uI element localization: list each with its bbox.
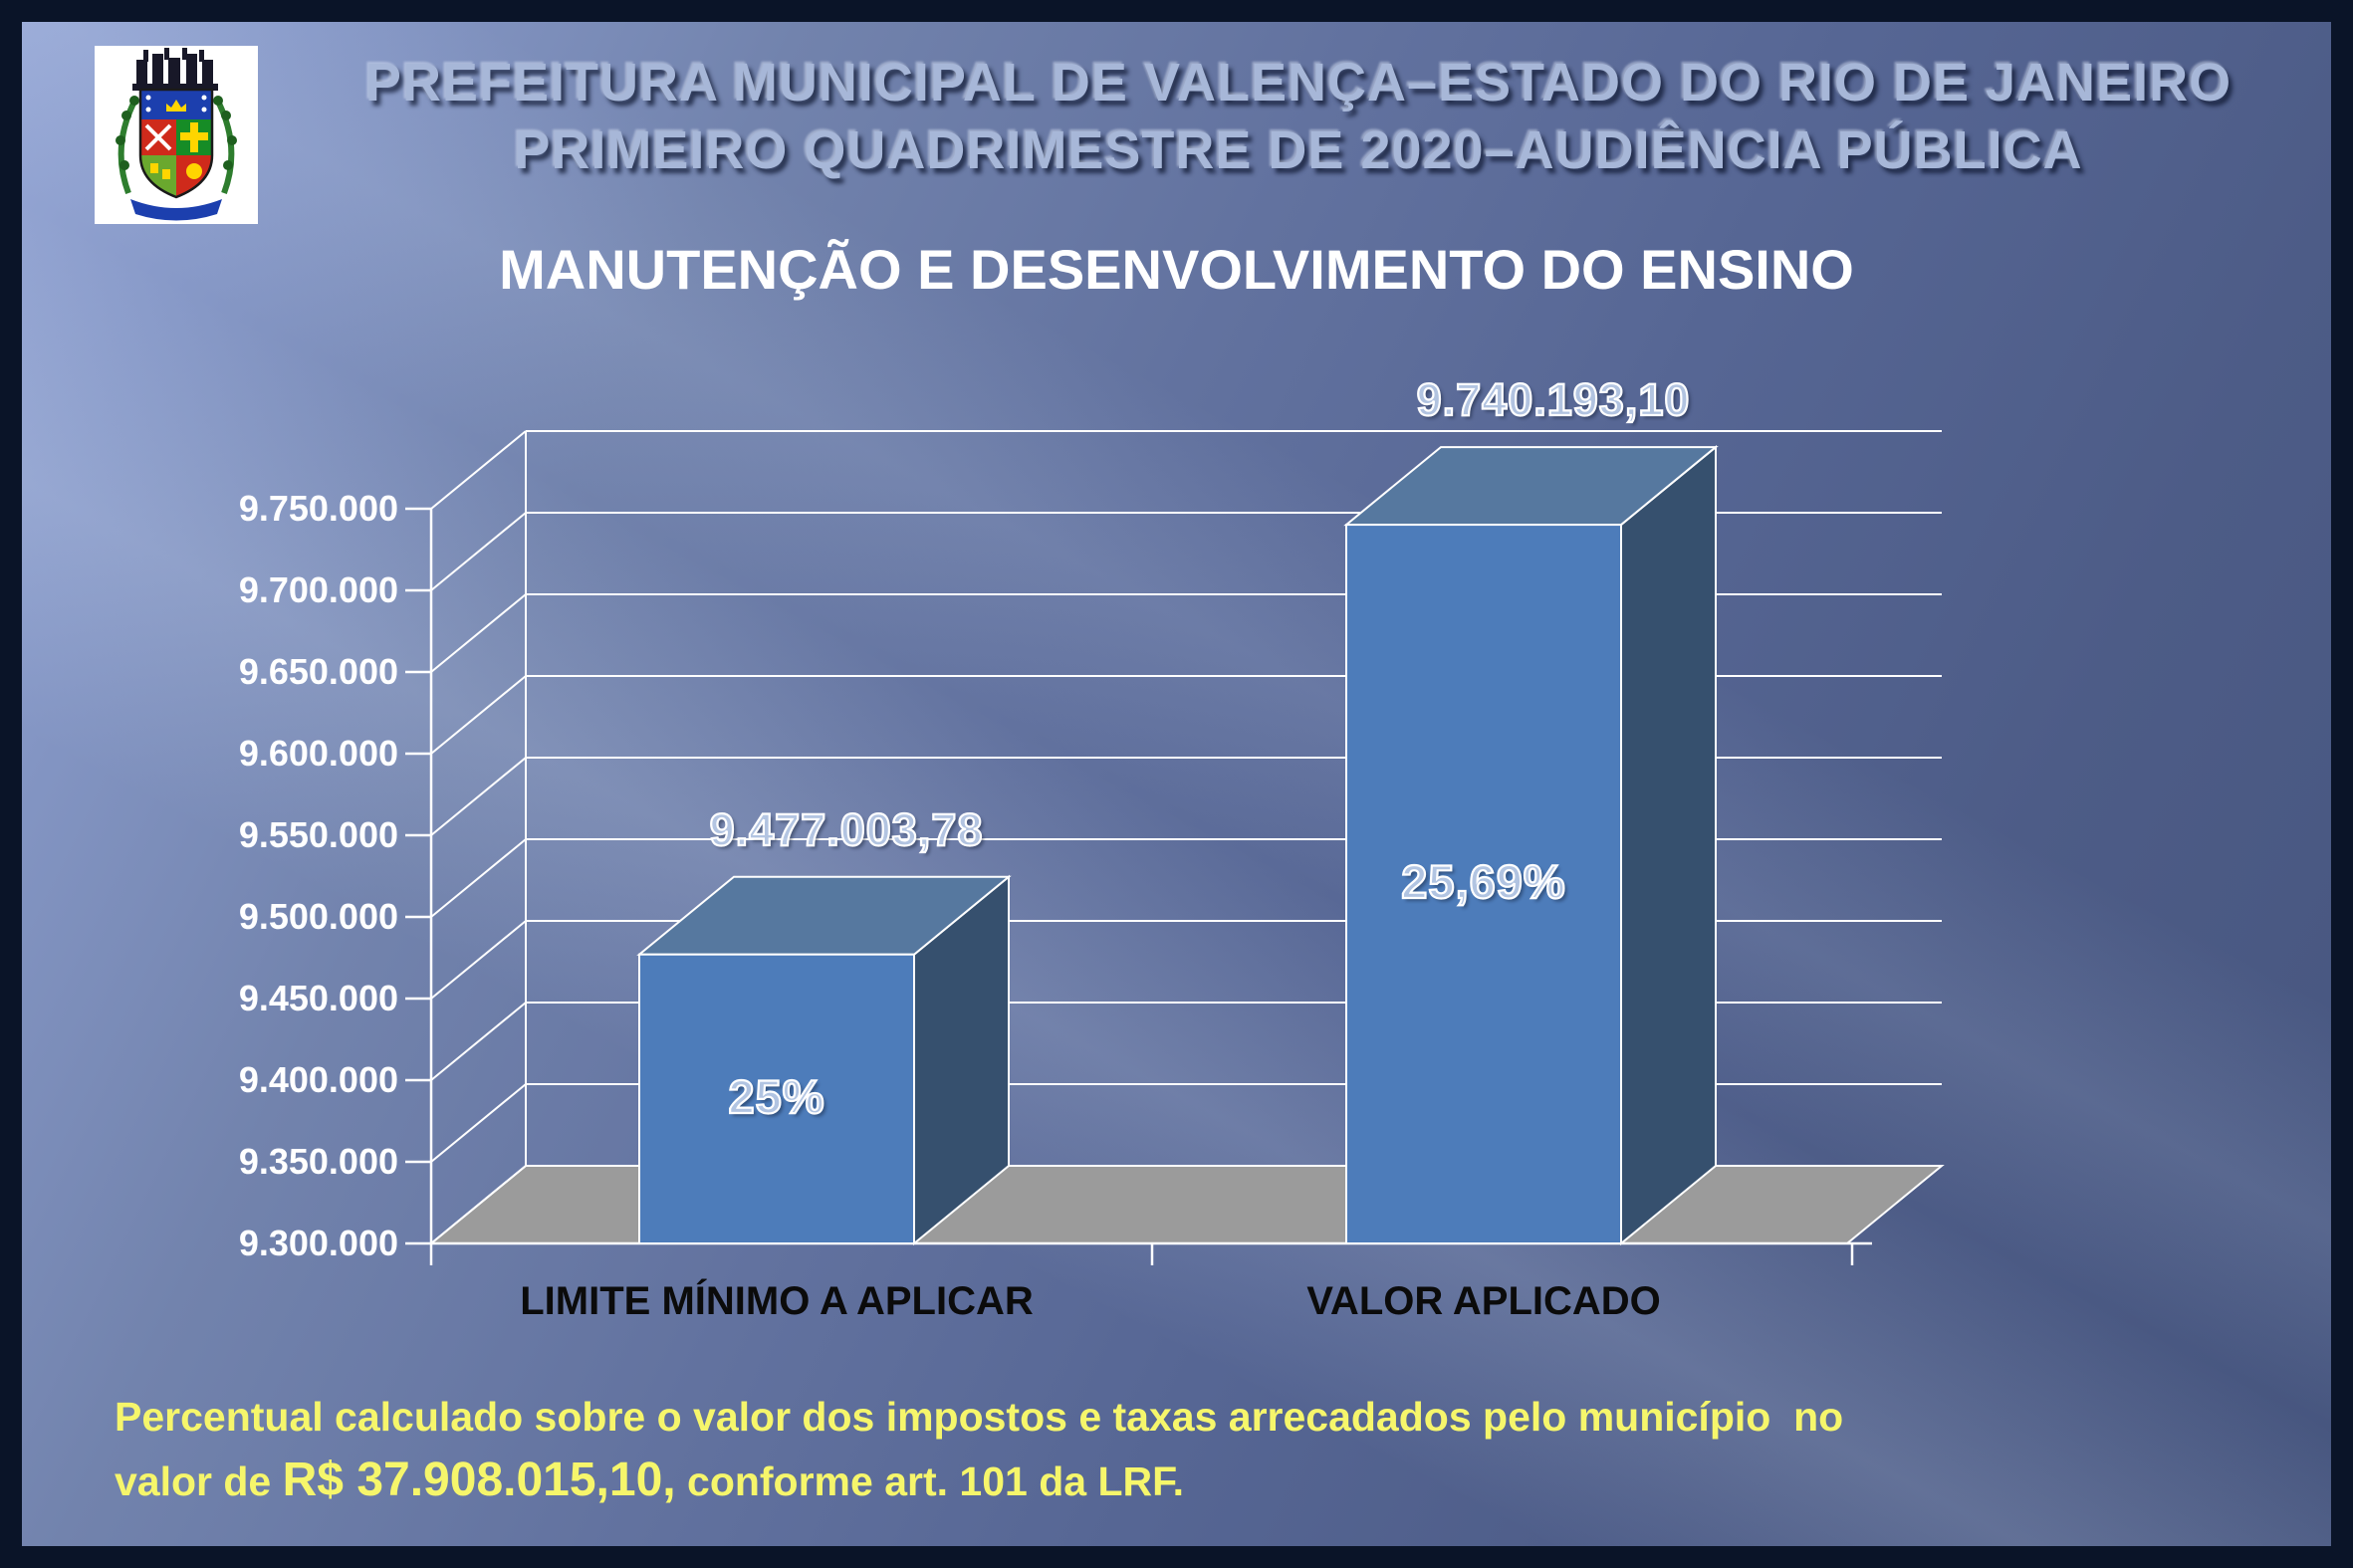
wall-depth-line <box>430 512 527 591</box>
y-axis-tick-label: 9.350.000 <box>238 1141 398 1182</box>
wall-depth-line <box>430 675 527 755</box>
footer-note-line1: Percentual calculado sobre o valor dos i… <box>115 1394 1844 1440</box>
bar-percent-label: 25,69% <box>1400 854 1566 909</box>
shield-outline <box>138 88 214 199</box>
footer-amount-value: R$ 37.908.015,10, <box>282 1454 676 1506</box>
wall-depth-line <box>430 1002 527 1081</box>
wall-depth-line <box>430 757 527 836</box>
wall-depth-line <box>430 920 527 1000</box>
wall-depth-line <box>430 838 527 918</box>
category-label: VALOR APLICADO <box>1306 1279 1661 1323</box>
roundel-charge <box>186 163 202 179</box>
y-axis-tick-label: 9.700.000 <box>238 569 398 610</box>
bar-percent-label: 25% <box>727 1069 825 1124</box>
bar-value-label: 9.477.003,78 <box>709 803 984 856</box>
y-axis-tick-label: 9.450.000 <box>238 978 398 1018</box>
valenca-coat-of-arms-logo <box>95 46 258 224</box>
y-axis-tick-label: 9.500.000 <box>238 896 398 937</box>
ribbon-banner <box>130 199 222 221</box>
y-axis-tick-label: 9.300.000 <box>238 1223 398 1263</box>
chart-title: MANUTENÇÃO E DESENVOLVIMENTO DO ENSINO <box>499 238 1854 301</box>
bar-front-face <box>638 953 915 1244</box>
header-title-line1: PREFEITURA MUNICIPAL DE VALENÇA–ESTADO D… <box>364 53 2233 112</box>
y-axis-tick-label: 9.750.000 <box>238 488 398 529</box>
laurel-leaves <box>116 96 237 170</box>
wall-depth-line <box>430 1083 527 1163</box>
bar-side-face <box>1620 444 1717 1246</box>
crown-icon <box>132 48 218 91</box>
y-axis-tick-label: 9.400.000 <box>238 1059 398 1100</box>
category-label: LIMITE MÍNIMO A APLICAR <box>520 1279 1034 1323</box>
y-axis-tick-label: 9.600.000 <box>238 733 398 774</box>
crown-charge <box>166 100 186 112</box>
saltire-charge <box>144 123 172 151</box>
wall-depth-line <box>430 593 527 673</box>
y-axis-tick-label: 9.650.000 <box>238 651 398 692</box>
bar-front-face <box>1345 524 1622 1244</box>
wall-depth-line <box>430 1165 527 1244</box>
y-axis-tick-label: 9.550.000 <box>238 814 398 855</box>
footer-note-line2: valor de R$ 37.908.015,10, conforme art.… <box>115 1452 2293 1510</box>
cross-charge <box>180 122 208 152</box>
bar-value-label: 9.740.193,10 <box>1416 373 1691 426</box>
footer-line2-suffix: conforme art. 101 da LRF. <box>675 1458 1184 1504</box>
header-title-line2: PRIMEIRO QUADRIMESTRE DE 2020–AUDIÊNCIA … <box>514 120 2083 180</box>
footer-line2-prefix: valor de <box>115 1458 283 1504</box>
wall-depth-line <box>430 430 527 510</box>
laurel-branches <box>118 96 235 195</box>
